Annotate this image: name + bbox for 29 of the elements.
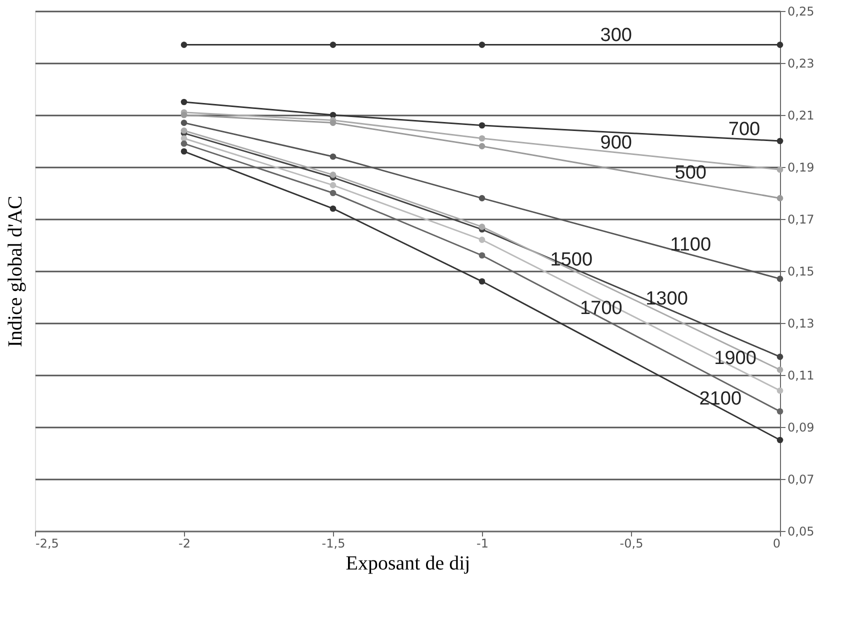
y-tick-label: 0,15 (788, 264, 814, 278)
y-tick-label: 0,25 (788, 4, 814, 18)
y-tick-label: 0,19 (788, 160, 814, 174)
y-tick-label: 0,05 (788, 524, 814, 538)
series-label: 500 (674, 162, 706, 184)
y-tick-label: 0,07 (788, 472, 814, 486)
x-tick-label: -0,5 (620, 536, 644, 550)
series-label: 1300 (646, 288, 688, 310)
x-tick-label: -2,5 (36, 536, 59, 550)
x-tick-label: 0 (772, 536, 780, 550)
y-tick-label: 0,11 (788, 368, 814, 382)
x-axis-title: Exposant de dij (346, 552, 470, 574)
y-tick-label: 0,09 (788, 420, 814, 434)
x-tick-label: -2 (178, 536, 190, 550)
series-label: 1900 (714, 348, 756, 369)
y-tick-label: 0,17 (788, 212, 814, 226)
y-axis-title: Indice global d'AC (4, 196, 26, 348)
series-label: 300 (600, 24, 632, 46)
y-tick-label: 0,13 (788, 316, 814, 330)
y-tick-label: 0,21 (788, 108, 814, 122)
series-label: 1700 (580, 298, 622, 319)
x-tick-label: -1 (476, 536, 488, 550)
series-label: 1500 (550, 250, 593, 271)
y-tick-label: 0,23 (788, 56, 814, 70)
series-label: 700 (728, 119, 760, 140)
series-label: 1100 (670, 234, 712, 256)
series-label: 900 (600, 132, 632, 154)
x-tick-label: -1,5 (322, 536, 346, 550)
series-label: 2100 (699, 388, 742, 410)
